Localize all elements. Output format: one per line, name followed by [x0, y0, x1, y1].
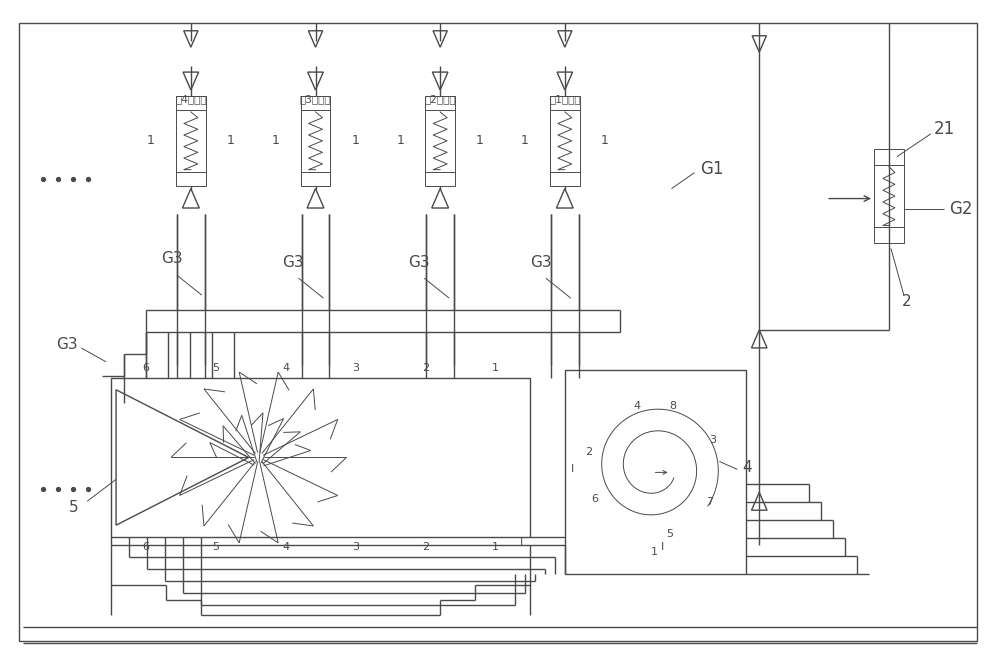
- Text: 1: 1: [396, 134, 404, 148]
- Text: 6: 6: [142, 542, 149, 552]
- Text: I: I: [571, 465, 574, 474]
- Text: 1: 1: [601, 134, 609, 148]
- Bar: [874, 149, 904, 243]
- Text: G3: G3: [408, 255, 430, 270]
- Bar: [301, 96, 330, 186]
- Text: 6: 6: [591, 494, 598, 504]
- Text: 1: 1: [651, 547, 658, 557]
- Text: G3: G3: [161, 251, 183, 266]
- Text: 6: 6: [142, 363, 149, 373]
- Bar: [176, 96, 206, 186]
- Text: I: I: [661, 542, 664, 552]
- Text: 4: 4: [282, 363, 289, 373]
- Bar: [111, 378, 530, 537]
- Text: 5: 5: [666, 529, 673, 539]
- Text: 去1号气缸: 去1号气缸: [549, 94, 581, 104]
- Text: 4: 4: [633, 401, 640, 411]
- Bar: [565, 370, 746, 574]
- Text: 1: 1: [521, 134, 529, 148]
- Text: 4: 4: [742, 460, 752, 475]
- Text: 1: 1: [227, 134, 235, 148]
- Text: 3: 3: [352, 542, 359, 552]
- Text: 去4号气缸: 去4号气缸: [175, 94, 207, 104]
- Text: 21: 21: [934, 120, 955, 138]
- Text: 7: 7: [706, 498, 713, 507]
- Text: G3: G3: [283, 255, 304, 270]
- Text: G1: G1: [700, 159, 723, 178]
- Bar: [425, 96, 455, 186]
- Text: 2: 2: [585, 447, 592, 457]
- Text: 1: 1: [476, 134, 484, 148]
- Text: I: I: [520, 537, 524, 547]
- Text: 去2号气缸: 去2号气缸: [424, 94, 456, 104]
- Text: G3: G3: [530, 255, 552, 270]
- Text: 2: 2: [422, 542, 429, 552]
- Text: 3: 3: [352, 363, 359, 373]
- Text: 1: 1: [492, 363, 499, 373]
- Bar: [550, 96, 580, 186]
- Text: 5: 5: [212, 542, 219, 552]
- Text: G3: G3: [56, 337, 78, 353]
- Text: 8: 8: [669, 401, 676, 411]
- Text: 5: 5: [212, 363, 219, 373]
- Text: 2: 2: [422, 363, 429, 373]
- Text: 5: 5: [68, 500, 78, 515]
- Text: 3: 3: [709, 434, 716, 445]
- Text: 4: 4: [282, 542, 289, 552]
- Text: 1: 1: [351, 134, 359, 148]
- Text: G2: G2: [949, 200, 972, 217]
- Text: 去3号气缸: 去3号气缸: [300, 94, 331, 104]
- Text: 1: 1: [492, 542, 499, 552]
- Text: 1: 1: [272, 134, 280, 148]
- Text: 2: 2: [902, 294, 912, 308]
- Text: 1: 1: [147, 134, 155, 148]
